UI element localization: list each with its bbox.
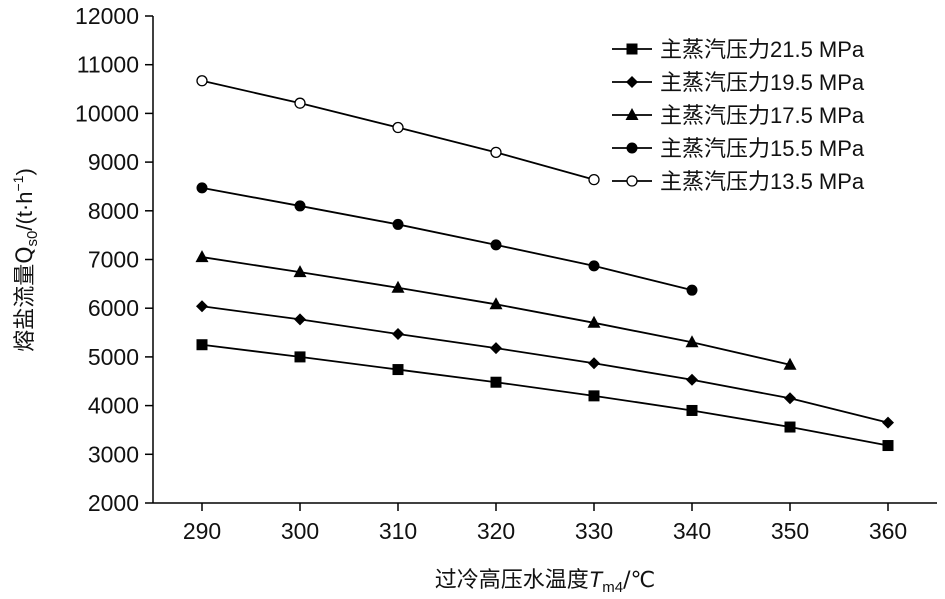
legend: 主蒸汽压力21.5 MPa 主蒸汽压力19.5 MPa 主蒸汽压力17.5 MPa 主… bbox=[612, 37, 865, 194]
data-point bbox=[588, 357, 600, 370]
data-point bbox=[490, 146, 502, 159]
data-point bbox=[392, 328, 404, 341]
series-markers bbox=[195, 75, 894, 452]
y-axis-title-unit-prefix: /(t·h bbox=[12, 192, 37, 231]
data-point bbox=[588, 173, 600, 186]
y-tick-label: 6000 bbox=[88, 295, 139, 321]
data-point bbox=[196, 300, 208, 313]
data-point bbox=[490, 239, 502, 251]
data-point bbox=[489, 297, 503, 310]
data-point bbox=[392, 364, 404, 376]
data-point bbox=[686, 284, 698, 296]
data-point bbox=[882, 416, 894, 429]
data-point bbox=[882, 440, 894, 452]
x-tick-label: 300 bbox=[281, 518, 319, 544]
x-axis-title-main: 过冷高压水温度 bbox=[435, 568, 589, 593]
legend-marker bbox=[626, 43, 638, 55]
legend-marker bbox=[626, 142, 638, 154]
x-tick-label: 330 bbox=[575, 518, 613, 544]
y-tick-label: 10000 bbox=[75, 100, 139, 126]
data-point bbox=[587, 315, 601, 328]
x-axis-title-var: T bbox=[589, 567, 604, 592]
data-point bbox=[392, 218, 404, 230]
series-line-1 bbox=[201, 343, 889, 447]
data-point bbox=[294, 97, 306, 109]
y-axis-title-sub: s0 bbox=[24, 231, 41, 247]
data-point bbox=[685, 335, 699, 348]
legend-label: 主蒸汽压力13.5 MPa bbox=[660, 169, 865, 194]
data-point bbox=[686, 404, 698, 416]
data-point bbox=[196, 75, 208, 87]
legend-label: 主蒸汽压力19.5 MPa bbox=[660, 70, 865, 95]
data-point bbox=[490, 376, 502, 388]
data-point bbox=[391, 280, 405, 293]
legend-marker bbox=[625, 108, 639, 120]
legend-label: 主蒸汽压力17.5 MPa bbox=[660, 103, 865, 128]
x-axis-title-sub: m4 bbox=[602, 579, 623, 596]
y-tick-label: 8000 bbox=[88, 198, 139, 224]
x-tick-label: 320 bbox=[477, 518, 515, 544]
ticks: 2000 3000 4000 5000 6000 7000 8000 9000 10000 110… bbox=[75, 3, 907, 544]
legend-marker bbox=[626, 175, 638, 187]
series-line-2 bbox=[201, 305, 889, 424]
y-axis-title-unit-suffix: ) bbox=[12, 168, 37, 175]
y-tick-label: 5000 bbox=[88, 344, 139, 370]
data-point bbox=[588, 260, 600, 272]
y-tick-label: 11000 bbox=[77, 52, 139, 78]
x-axis-title-unit: /℃ bbox=[623, 568, 655, 593]
x-tick-label: 310 bbox=[379, 518, 417, 544]
data-point bbox=[294, 200, 306, 212]
y-tick-label: 9000 bbox=[88, 149, 139, 175]
data-point bbox=[490, 342, 502, 355]
y-tick-label: 4000 bbox=[88, 393, 139, 419]
y-tick-label: 3000 bbox=[88, 441, 139, 467]
data-point bbox=[392, 121, 404, 134]
y-axis-title-main: 熔盐流量Q bbox=[13, 246, 38, 351]
series-line-4 bbox=[201, 187, 693, 292]
y-axis-title-sup: −1 bbox=[10, 175, 26, 191]
data-point bbox=[293, 265, 307, 278]
legend-label: 主蒸汽压力15.5 MPa bbox=[660, 136, 865, 161]
legend-marker bbox=[626, 76, 638, 88]
data-point bbox=[686, 373, 698, 386]
data-point bbox=[783, 357, 797, 370]
data-point bbox=[294, 313, 306, 326]
x-tick-label: 360 bbox=[869, 518, 907, 544]
x-tick-label: 290 bbox=[183, 518, 221, 544]
data-point bbox=[196, 182, 208, 194]
x-axis-title: 过冷高压水温度Tm4/℃ bbox=[435, 567, 655, 596]
data-point bbox=[196, 339, 208, 351]
y-tick-label: 12000 bbox=[75, 3, 139, 29]
data-point bbox=[195, 250, 209, 263]
y-axis-title: 熔盐流量Qs0/(t·h−1) bbox=[10, 168, 41, 352]
y-tick-label: 7000 bbox=[88, 247, 139, 273]
data-point bbox=[588, 390, 600, 402]
x-tick-label: 350 bbox=[771, 518, 809, 544]
data-point bbox=[784, 392, 796, 405]
legend-label: 主蒸汽压力21.5 MPa bbox=[660, 37, 865, 62]
x-tick-label: 340 bbox=[673, 518, 711, 544]
data-point bbox=[294, 351, 306, 363]
data-point bbox=[784, 421, 796, 433]
y-tick-label: 2000 bbox=[88, 490, 139, 516]
